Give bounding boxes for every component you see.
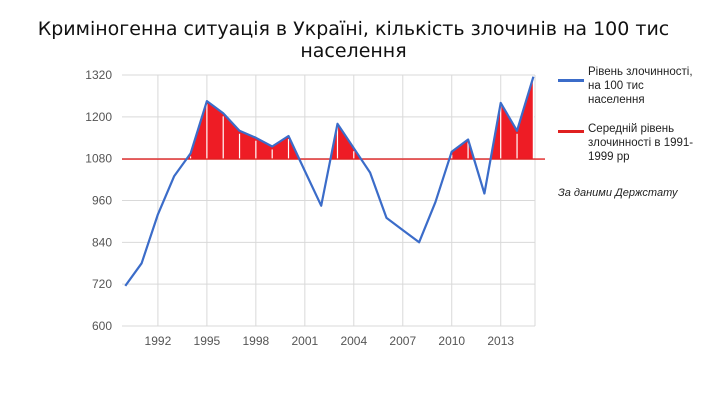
fill-above-average <box>186 76 534 160</box>
legend-label-average: Середній рівень злочинності в 1991-1999 … <box>588 123 694 163</box>
x-tick-label: 2007 <box>389 334 416 348</box>
y-tick-label: 1080 <box>85 152 112 166</box>
x-axis-ticks: 1992 1995 1998 2001 2004 2007 2010 2013 <box>145 334 515 348</box>
y-tick-label: 840 <box>92 235 112 249</box>
x-tick-label: 2010 <box>438 334 465 348</box>
x-tick-label: 2013 <box>487 334 514 348</box>
y-tick-label: 600 <box>92 319 112 333</box>
legend-swatch-average <box>558 130 584 133</box>
y-tick-label: 960 <box>92 194 112 208</box>
x-tick-label: 1992 <box>145 334 172 348</box>
chart-title: Криміногенна ситуація в Україні, кількіс… <box>37 18 670 62</box>
legend-swatch-crime-rate <box>558 79 584 82</box>
y-tick-label: 1200 <box>85 110 112 124</box>
x-tick-label: 1995 <box>194 334 221 348</box>
x-tick-label: 2001 <box>291 334 318 348</box>
y-axis-ticks: 600 720 840 960 1080 1200 1320 <box>85 68 112 333</box>
x-tick-label: 1998 <box>243 334 270 348</box>
y-tick-label: 720 <box>92 277 112 291</box>
crime-rate-line <box>124 76 535 287</box>
source-annotation: За даними Держстату <box>558 187 678 199</box>
legend-label-crime-rate: Рівень злочинності, на 100 тис населення <box>588 66 693 106</box>
fill-segment <box>330 123 361 159</box>
y-tick-label: 1320 <box>85 68 112 82</box>
series-line-group <box>124 76 535 287</box>
fill-segment <box>186 101 300 159</box>
grid <box>122 74 536 327</box>
x-tick-label: 2004 <box>340 334 367 348</box>
